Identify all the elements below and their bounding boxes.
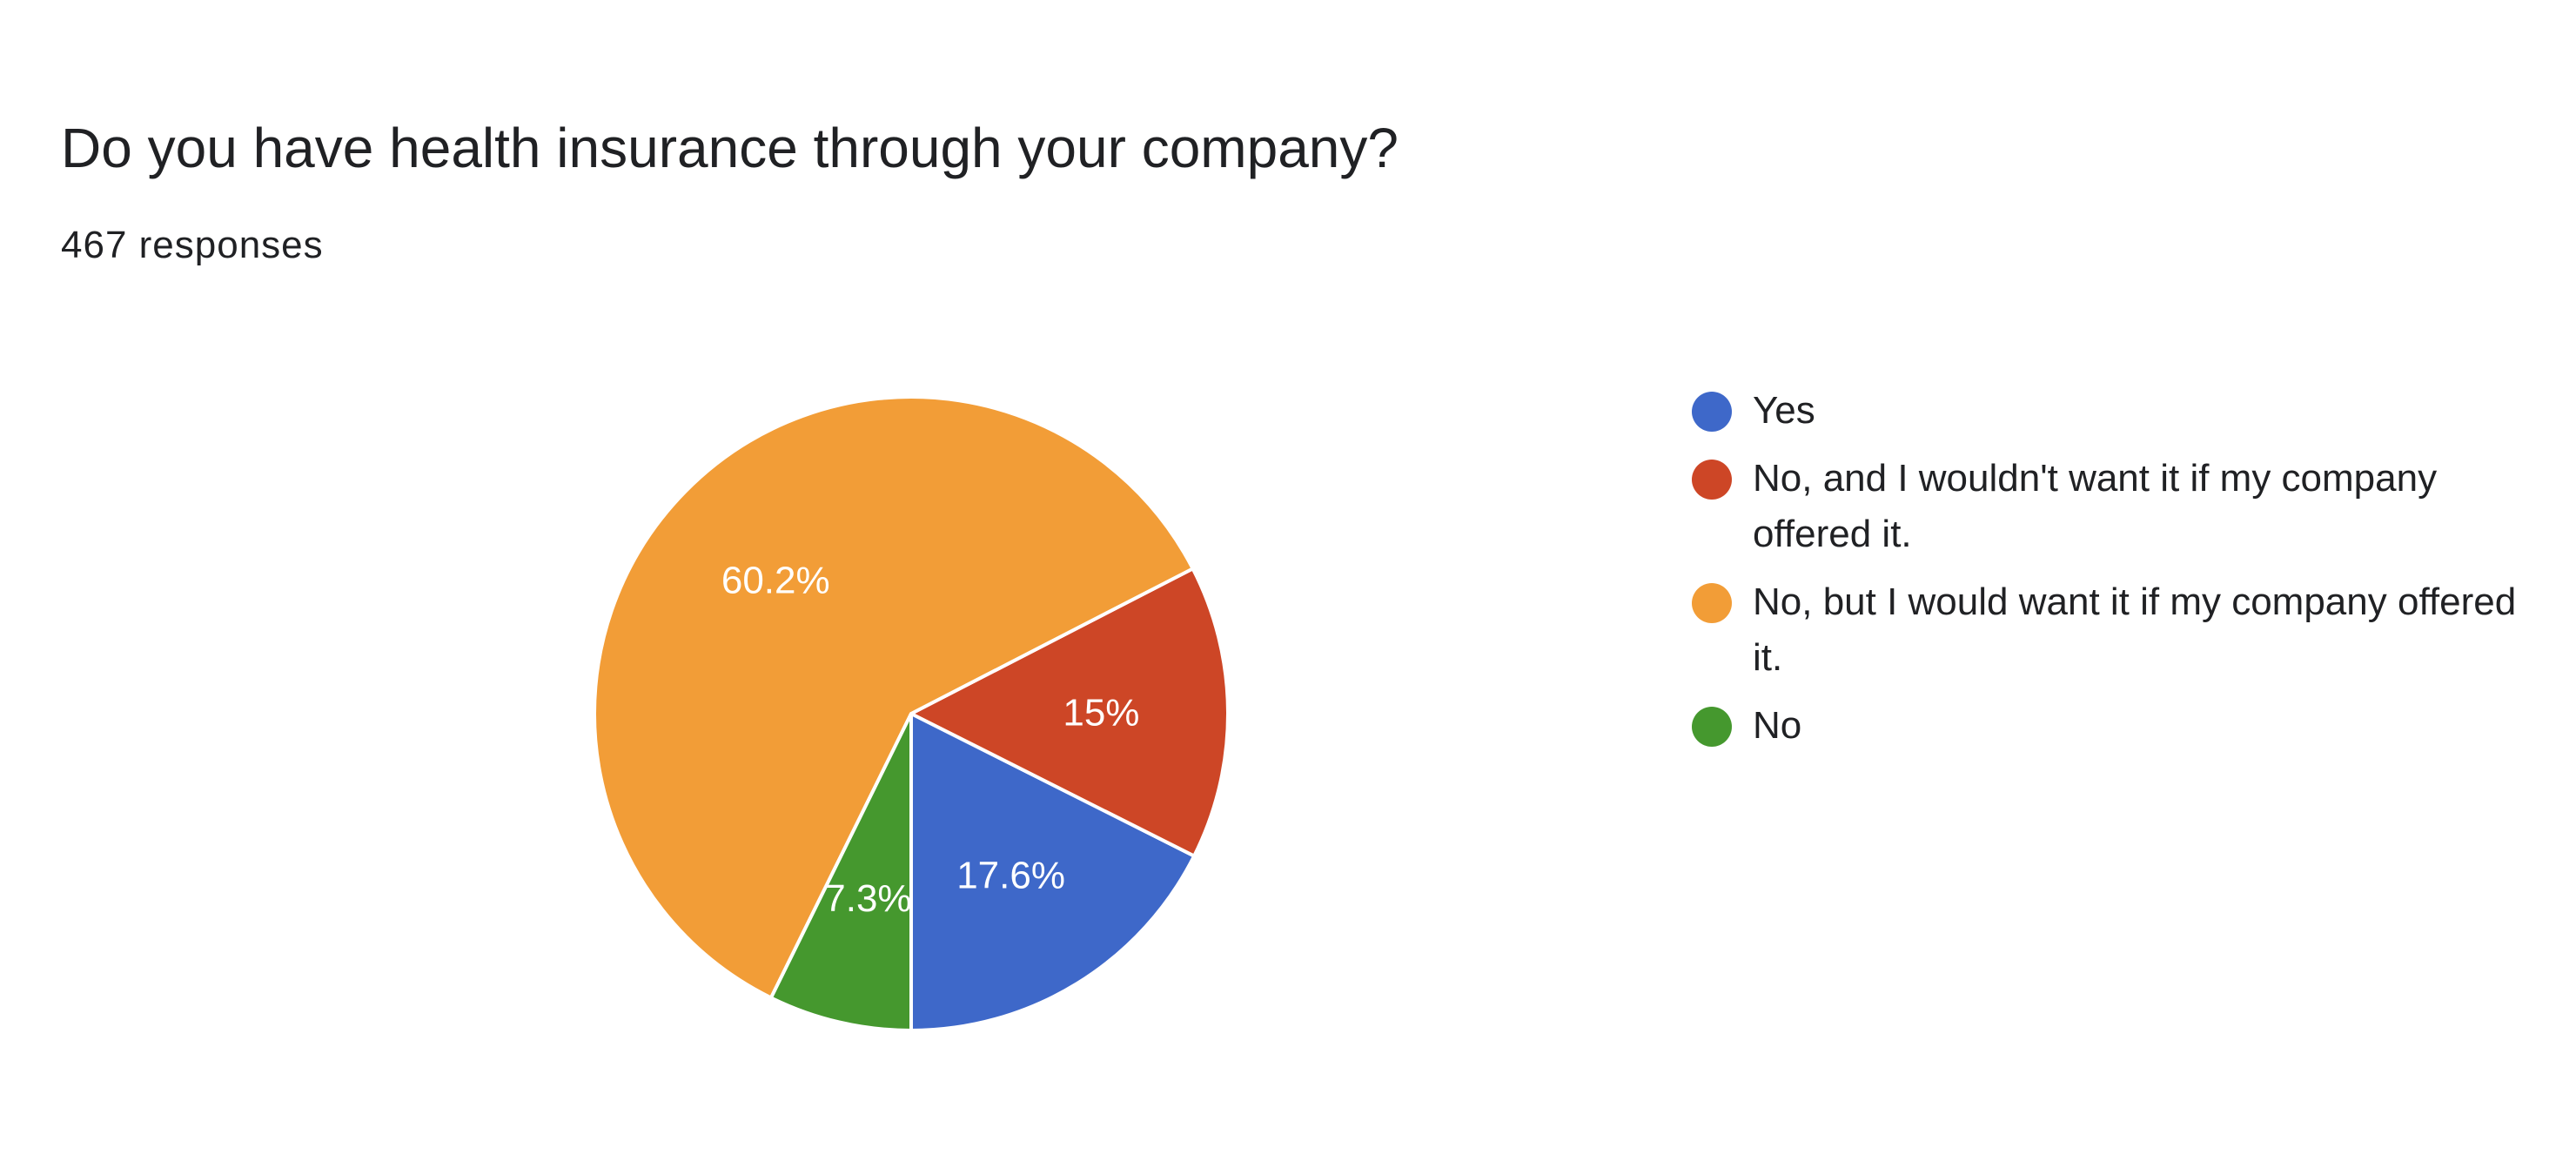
legend-label: No (1753, 704, 1802, 747)
legend-swatch-icon (1692, 392, 1732, 432)
legend-label: Yes (1753, 389, 1815, 432)
legend-item: No, but I would want it if my company of… (1692, 574, 2527, 686)
pie-slice-no-and-i-wouldn-t-want-it-if-my-company-offered-it (909, 567, 1230, 858)
legend-swatch-icon (1692, 460, 1732, 500)
legend-item: Yes (1692, 383, 2527, 439)
pie-slice-no (768, 712, 913, 1032)
pie-slice-yes (909, 712, 1197, 1032)
legend-label: No, and I wouldn't want it if my company… (1753, 457, 2438, 555)
legend-label: No, but I would want it if my company of… (1753, 580, 2517, 679)
legend-item: No (1692, 698, 2527, 754)
legend-swatch-icon (1692, 583, 1732, 623)
legend-swatch-icon (1692, 707, 1732, 747)
chart-title: Do you have health insurance through you… (61, 117, 1399, 179)
pie-slice-label: 17.6% (956, 854, 1065, 896)
pie-slice-label: 60.2% (721, 559, 830, 601)
response-count: 467 responses (61, 224, 324, 266)
pie-slice-label: 7.3% (824, 877, 911, 920)
pie-slice-no-but-i-would-want-it-if-my-company-offered-it (593, 395, 1195, 1000)
pie-slice-labels: 17.6% 15% 60.2% 7.3% (721, 559, 1140, 920)
pie-slices (593, 395, 1230, 1032)
pie-slice-label: 15% (1063, 691, 1139, 734)
chart-legend: Yes No, and I wouldn't want it if my comp… (1692, 383, 2527, 766)
legend-item: No, and I wouldn't want it if my company… (1692, 451, 2527, 562)
